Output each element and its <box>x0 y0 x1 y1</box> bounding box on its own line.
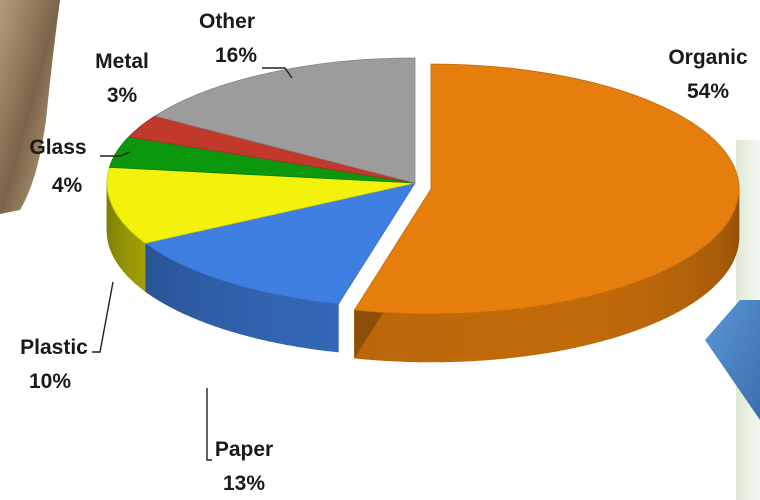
leader-line-plastic <box>92 281 114 353</box>
slice-side-paper <box>163 254 172 308</box>
slice-side-paper <box>183 265 193 318</box>
slice-side-paper <box>157 251 165 305</box>
slice-side-organic <box>524 306 537 357</box>
slice-side-organic <box>429 313 443 363</box>
slice-side-organic <box>514 307 527 358</box>
slice-side-organic <box>397 312 410 363</box>
label-value-other: 16% <box>215 44 257 67</box>
slice-side-organic <box>679 258 687 312</box>
leader-line-glass <box>100 151 131 157</box>
slice-side-paper <box>146 243 153 298</box>
slice-side-organic <box>407 313 421 363</box>
slice-side-organic <box>601 289 613 342</box>
slice-other <box>153 57 416 184</box>
slice-plastic <box>106 166 416 244</box>
label-name-other: Other <box>199 10 255 33</box>
slice-side-organic <box>665 265 675 319</box>
slice-side-paper <box>169 258 178 312</box>
slice-side-organic <box>592 292 604 344</box>
background-photo-fragment <box>0 0 60 214</box>
slice-side-paper <box>214 277 224 330</box>
slice-side-paper <box>248 287 260 340</box>
slice-side-paper <box>257 290 269 342</box>
label-name-plastic: Plastic <box>20 336 88 359</box>
label-value-glass: 4% <box>52 174 83 197</box>
slice-side-organic <box>651 272 661 325</box>
slice-side-organic <box>386 312 400 362</box>
slice-side-paper <box>144 242 148 294</box>
slice-side-organic <box>643 275 653 328</box>
slice-side-paper <box>267 292 279 344</box>
slice-side-organic <box>672 261 681 315</box>
slice-side-organic <box>472 311 485 362</box>
label-name-metal: Metal <box>95 50 149 73</box>
slice-side-organic <box>440 313 453 363</box>
slice-side-organic <box>619 284 630 337</box>
label-value-metal: 3% <box>107 84 138 107</box>
slice-side-paper <box>230 282 242 335</box>
slice-side-paper <box>190 268 200 321</box>
slice-side-organic <box>564 298 576 350</box>
slice-side-paper <box>151 247 159 301</box>
slice-side-organic <box>574 296 586 348</box>
slice-side-paper <box>326 302 339 353</box>
label-name-paper: Paper <box>215 438 273 461</box>
slice-side-paper <box>198 271 208 324</box>
slice-side-organic <box>418 313 432 363</box>
slice-side-organic <box>450 313 464 363</box>
pie-tops <box>106 57 740 315</box>
leader-line-other <box>262 67 293 79</box>
label-value-paper: 13% <box>223 472 265 495</box>
slice-side-organic <box>504 308 517 359</box>
label-name-organic: Organic <box>668 46 748 69</box>
slice-side-paper <box>176 261 185 315</box>
slice-paper <box>144 182 416 305</box>
slice-side-paper <box>222 280 233 333</box>
label-name-glass: Glass <box>29 136 86 159</box>
slice-side-organic <box>583 294 595 346</box>
slice-side-paper <box>306 299 319 350</box>
slice-side-organic <box>482 310 496 361</box>
slice-side-organic <box>534 304 547 355</box>
slice-side-paper <box>296 298 308 349</box>
slice-side-paper <box>239 285 251 337</box>
slice-side-organic <box>461 312 475 362</box>
slice-organic <box>353 63 740 315</box>
label-value-plastic: 10% <box>29 370 71 393</box>
slice-side-paper <box>206 274 216 327</box>
slice-side-organic <box>627 281 638 334</box>
slice-side-organic <box>544 302 557 354</box>
slice-side-organic <box>658 268 668 322</box>
slice-side-organic <box>635 278 646 331</box>
slice-side-organic <box>493 309 506 360</box>
slice-side-paper <box>316 301 329 352</box>
slice-side-paper <box>286 296 298 347</box>
slice-side-organic <box>610 287 621 339</box>
leader-line-paper <box>206 388 212 461</box>
slice-side-paper <box>276 294 289 346</box>
slice-side-organic <box>554 300 567 352</box>
background-arrow-fragment <box>705 300 760 420</box>
label-value-organic: 54% <box>687 80 729 103</box>
pie-labels: Organic 54% Paper 13% Plastic 10% Glass 4% Metal… <box>20 10 748 495</box>
